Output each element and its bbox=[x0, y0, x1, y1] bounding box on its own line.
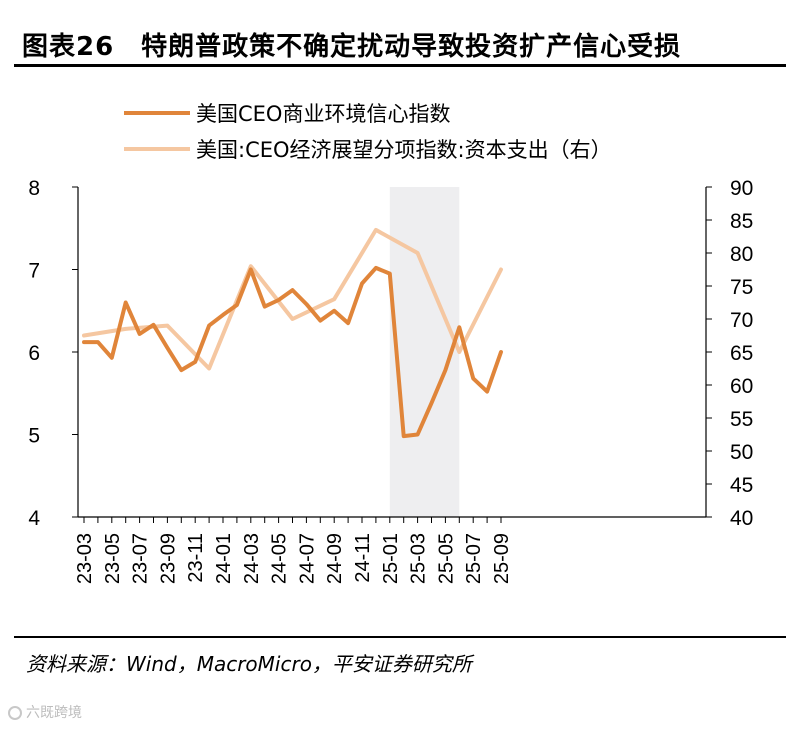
chart-title: 图表26 特朗普政策不确定扰动导致投资扩产信心受损 bbox=[22, 32, 682, 62]
x-tick-label: 23-09 bbox=[157, 533, 179, 584]
x-tick-label: 23-03 bbox=[74, 533, 96, 584]
y-tick-label: 5 bbox=[28, 425, 40, 448]
source-note: 资料来源：Wind，MacroMicro，平安证券研究所 bbox=[26, 652, 472, 676]
y2-tick-label: 75 bbox=[730, 276, 753, 299]
legend-label-capex-outlook: 美国:CEO经济展望分项指数:资本支出（右） bbox=[196, 138, 612, 162]
y2-tick-label: 90 bbox=[730, 177, 753, 200]
x-tick-label: 23-07 bbox=[130, 533, 152, 584]
legend-label-ceo-confidence: 美国CEO商业环境信心指数 bbox=[196, 102, 450, 126]
ring-logo-icon bbox=[8, 706, 22, 720]
y2-tick-label: 45 bbox=[730, 474, 753, 497]
x-tick-label: 25-09 bbox=[491, 533, 513, 584]
x-tick-label: 25-07 bbox=[463, 533, 485, 584]
y-tick-label: 7 bbox=[28, 260, 40, 283]
x-tick-label: 24-03 bbox=[241, 533, 263, 584]
y2-tick-label: 70 bbox=[730, 309, 753, 332]
y-tick-label: 4 bbox=[28, 507, 40, 530]
x-tick-label: 23-11 bbox=[185, 533, 207, 583]
watermark: 六既跨境 bbox=[8, 702, 82, 722]
y2-tick-label: 65 bbox=[730, 342, 753, 365]
x-tick-label: 25-03 bbox=[408, 533, 430, 584]
y2-tick-label: 40 bbox=[730, 507, 753, 530]
source-bar: 资料来源：Wind，MacroMicro，平安证券研究所 bbox=[14, 636, 786, 676]
y-tick-label: 8 bbox=[28, 177, 40, 200]
title-bar: 图表26 特朗普政策不确定扰动导致投资扩产信心受损 bbox=[14, 20, 786, 67]
x-tick-label: 24-09 bbox=[324, 533, 346, 584]
watermark-text: 六既跨境 bbox=[26, 705, 82, 721]
y2-tick-label: 85 bbox=[730, 210, 753, 233]
y2-tick-label: 55 bbox=[730, 408, 753, 431]
y-tick-label: 6 bbox=[28, 342, 40, 365]
x-tick-label: 24-11 bbox=[352, 533, 374, 583]
x-tick-label: 25-01 bbox=[380, 533, 402, 584]
shaded-period bbox=[389, 187, 460, 517]
y2-tick-label: 60 bbox=[730, 375, 753, 398]
x-tick-label: 24-05 bbox=[269, 533, 291, 584]
x-tick-label: 25-05 bbox=[435, 533, 457, 584]
x-tick-label: 24-07 bbox=[296, 533, 318, 584]
y2-tick-label: 80 bbox=[730, 243, 753, 266]
x-tick-label: 23-05 bbox=[102, 533, 124, 584]
x-tick-label: 24-01 bbox=[213, 533, 235, 584]
y2-tick-label: 50 bbox=[730, 441, 753, 464]
